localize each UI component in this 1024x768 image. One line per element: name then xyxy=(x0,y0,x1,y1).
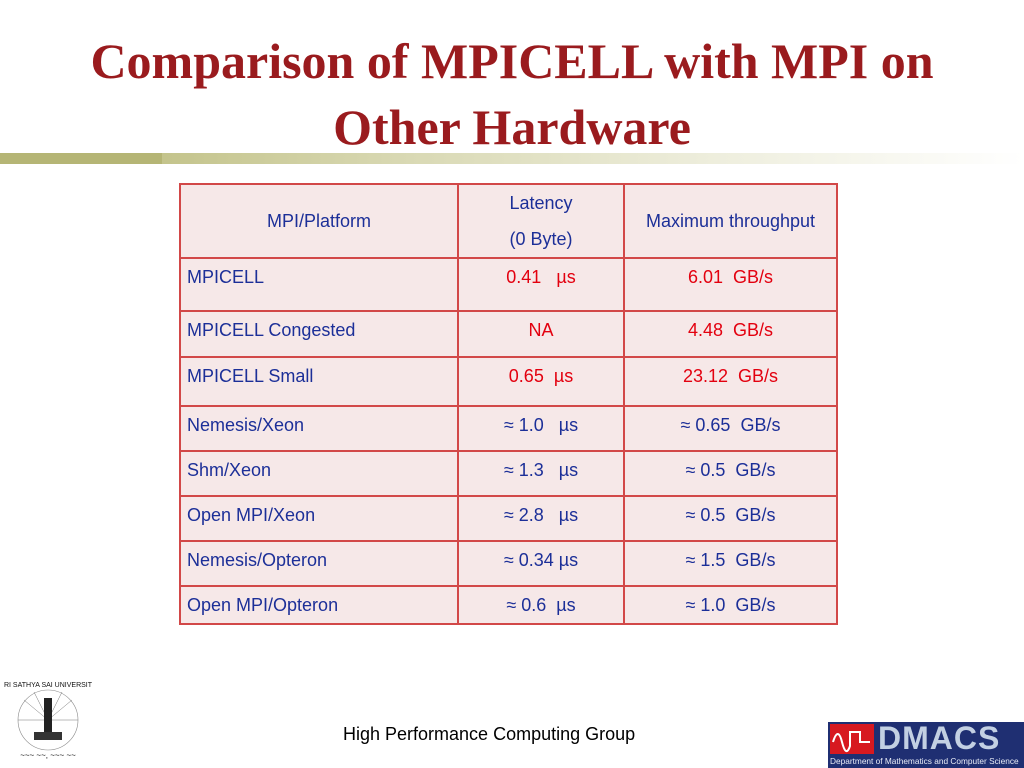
title-line-1: Comparison of MPICELL with MPI on xyxy=(90,33,934,89)
latency-value: ≈ 1.0 µs xyxy=(503,415,579,435)
throughput-value: ≈ 1.5 GB/s xyxy=(685,550,776,570)
header-latency-line2: (0 Byte) xyxy=(509,229,573,249)
title-line-2: Other Hardware xyxy=(333,99,691,155)
cell-throughput: 6.01 GB/s xyxy=(623,257,838,312)
table-row: Nemesis/Opteron ≈ 0.34 µs ≈ 1.5 GB/s xyxy=(179,540,838,587)
dmacs-logo-subtitle: Department of Mathematics and Computer S… xyxy=(830,756,1019,766)
platform-name: Shm/Xeon xyxy=(187,460,272,480)
latency-value: ≈ 0.34 µs xyxy=(503,550,579,570)
platform-name: Nemesis/Opteron xyxy=(187,550,328,570)
cell-platform: Nemesis/Opteron xyxy=(179,540,459,587)
platform-name: Open MPI/Xeon xyxy=(187,505,316,525)
header-platform: MPI/Platform xyxy=(179,183,459,259)
cell-throughput: ≈ 0.5 GB/s xyxy=(623,450,838,497)
platform-name: MPICELL xyxy=(187,267,265,287)
cell-latency: ≈ 0.6 µs xyxy=(457,585,625,625)
cell-latency: NA xyxy=(457,310,625,358)
cell-platform: MPICELL Small xyxy=(179,356,459,407)
latency-value: ≈ 1.3 µs xyxy=(503,460,579,480)
latency-value: 0.65 µs xyxy=(508,366,574,386)
throughput-value: ≈ 1.0 GB/s xyxy=(685,595,776,615)
university-seal-logo: SRI SATHYA SAI UNIVERSITY ~~~ ~~, ~~~ ~~ xyxy=(4,682,92,760)
latency-value: 0.41 µs xyxy=(506,267,576,287)
throughput-value: 4.48 GB/s xyxy=(687,320,774,340)
cell-platform: MPICELL xyxy=(179,257,459,312)
cell-latency: ≈ 1.0 µs xyxy=(457,405,625,452)
throughput-value: ≈ 0.5 GB/s xyxy=(685,460,776,480)
dmacs-logo-name: DMACS xyxy=(878,720,1001,756)
cell-latency: ≈ 0.34 µs xyxy=(457,540,625,587)
platform-name: MPICELL Congested xyxy=(187,320,356,340)
table-row: Shm/Xeon ≈ 1.3 µs ≈ 0.5 GB/s xyxy=(179,450,838,497)
table-row: Nemesis/Xeon ≈ 1.0 µs ≈ 0.65 GB/s xyxy=(179,405,838,452)
throughput-value: ≈ 0.65 GB/s xyxy=(680,415,781,435)
slide-title: Comparison of MPICELL with MPI on Other … xyxy=(0,28,1024,160)
platform-name: Open MPI/Opteron xyxy=(187,595,339,615)
comparison-table: MPI/Platform Latency (0 Byte) Maximum th… xyxy=(179,183,838,625)
platform-name: Nemesis/Xeon xyxy=(187,415,305,435)
throughput-value: 23.12 GB/s xyxy=(682,366,779,386)
latency-value: ≈ 2.8 µs xyxy=(503,505,579,525)
cell-platform: Shm/Xeon xyxy=(179,450,459,497)
cell-throughput: ≈ 0.5 GB/s xyxy=(623,495,838,542)
table-row: MPICELL Small 0.65 µs 23.12 GB/s xyxy=(179,356,838,407)
waveform-icon xyxy=(830,724,874,754)
platform-name: MPICELL Small xyxy=(187,366,314,386)
cell-throughput: 4.48 GB/s xyxy=(623,310,838,358)
cell-platform: MPICELL Congested xyxy=(179,310,459,358)
cell-platform: Open MPI/Opteron xyxy=(179,585,459,625)
header-throughput: Maximum throughput xyxy=(623,183,838,259)
cell-latency: ≈ 1.3 µs xyxy=(457,450,625,497)
table-row: MPICELL Congested NA 4.48 GB/s xyxy=(179,310,838,358)
throughput-value: ≈ 0.5 GB/s xyxy=(685,505,776,525)
table-row: Open MPI/Xeon ≈ 2.8 µs ≈ 0.5 GB/s xyxy=(179,495,838,542)
header-latency-line1: Latency xyxy=(509,193,573,213)
title-divider xyxy=(0,153,1024,164)
table-row: MPICELL 0.41 µs 6.01 GB/s xyxy=(179,257,838,312)
svg-text:~~~ ~~, ~~~ ~~: ~~~ ~~, ~~~ ~~ xyxy=(20,751,76,760)
table-row: Open MPI/Opteron ≈ 0.6 µs ≈ 1.0 GB/s xyxy=(179,585,838,625)
latency-value: NA xyxy=(528,320,554,340)
header-latency: Latency (0 Byte) xyxy=(457,183,625,259)
cell-platform: Nemesis/Xeon xyxy=(179,405,459,452)
footer-text: High Performance Computing Group xyxy=(343,724,636,744)
svg-text:SRI SATHYA SAI UNIVERSITY: SRI SATHYA SAI UNIVERSITY xyxy=(4,682,92,689)
latency-value: ≈ 0.6 µs xyxy=(506,595,576,615)
dmacs-logo: DMACS Department of Mathematics and Comp… xyxy=(828,720,1024,768)
cell-throughput: ≈ 1.0 GB/s xyxy=(623,585,838,625)
cell-latency: 0.41 µs xyxy=(457,257,625,312)
cell-platform: Open MPI/Xeon xyxy=(179,495,459,542)
cell-throughput: 23.12 GB/s xyxy=(623,356,838,407)
cell-throughput: ≈ 0.65 GB/s xyxy=(623,405,838,452)
throughput-value: 6.01 GB/s xyxy=(687,267,774,287)
cell-latency: 0.65 µs xyxy=(457,356,625,407)
cell-throughput: ≈ 1.5 GB/s xyxy=(623,540,838,587)
cell-latency: ≈ 2.8 µs xyxy=(457,495,625,542)
